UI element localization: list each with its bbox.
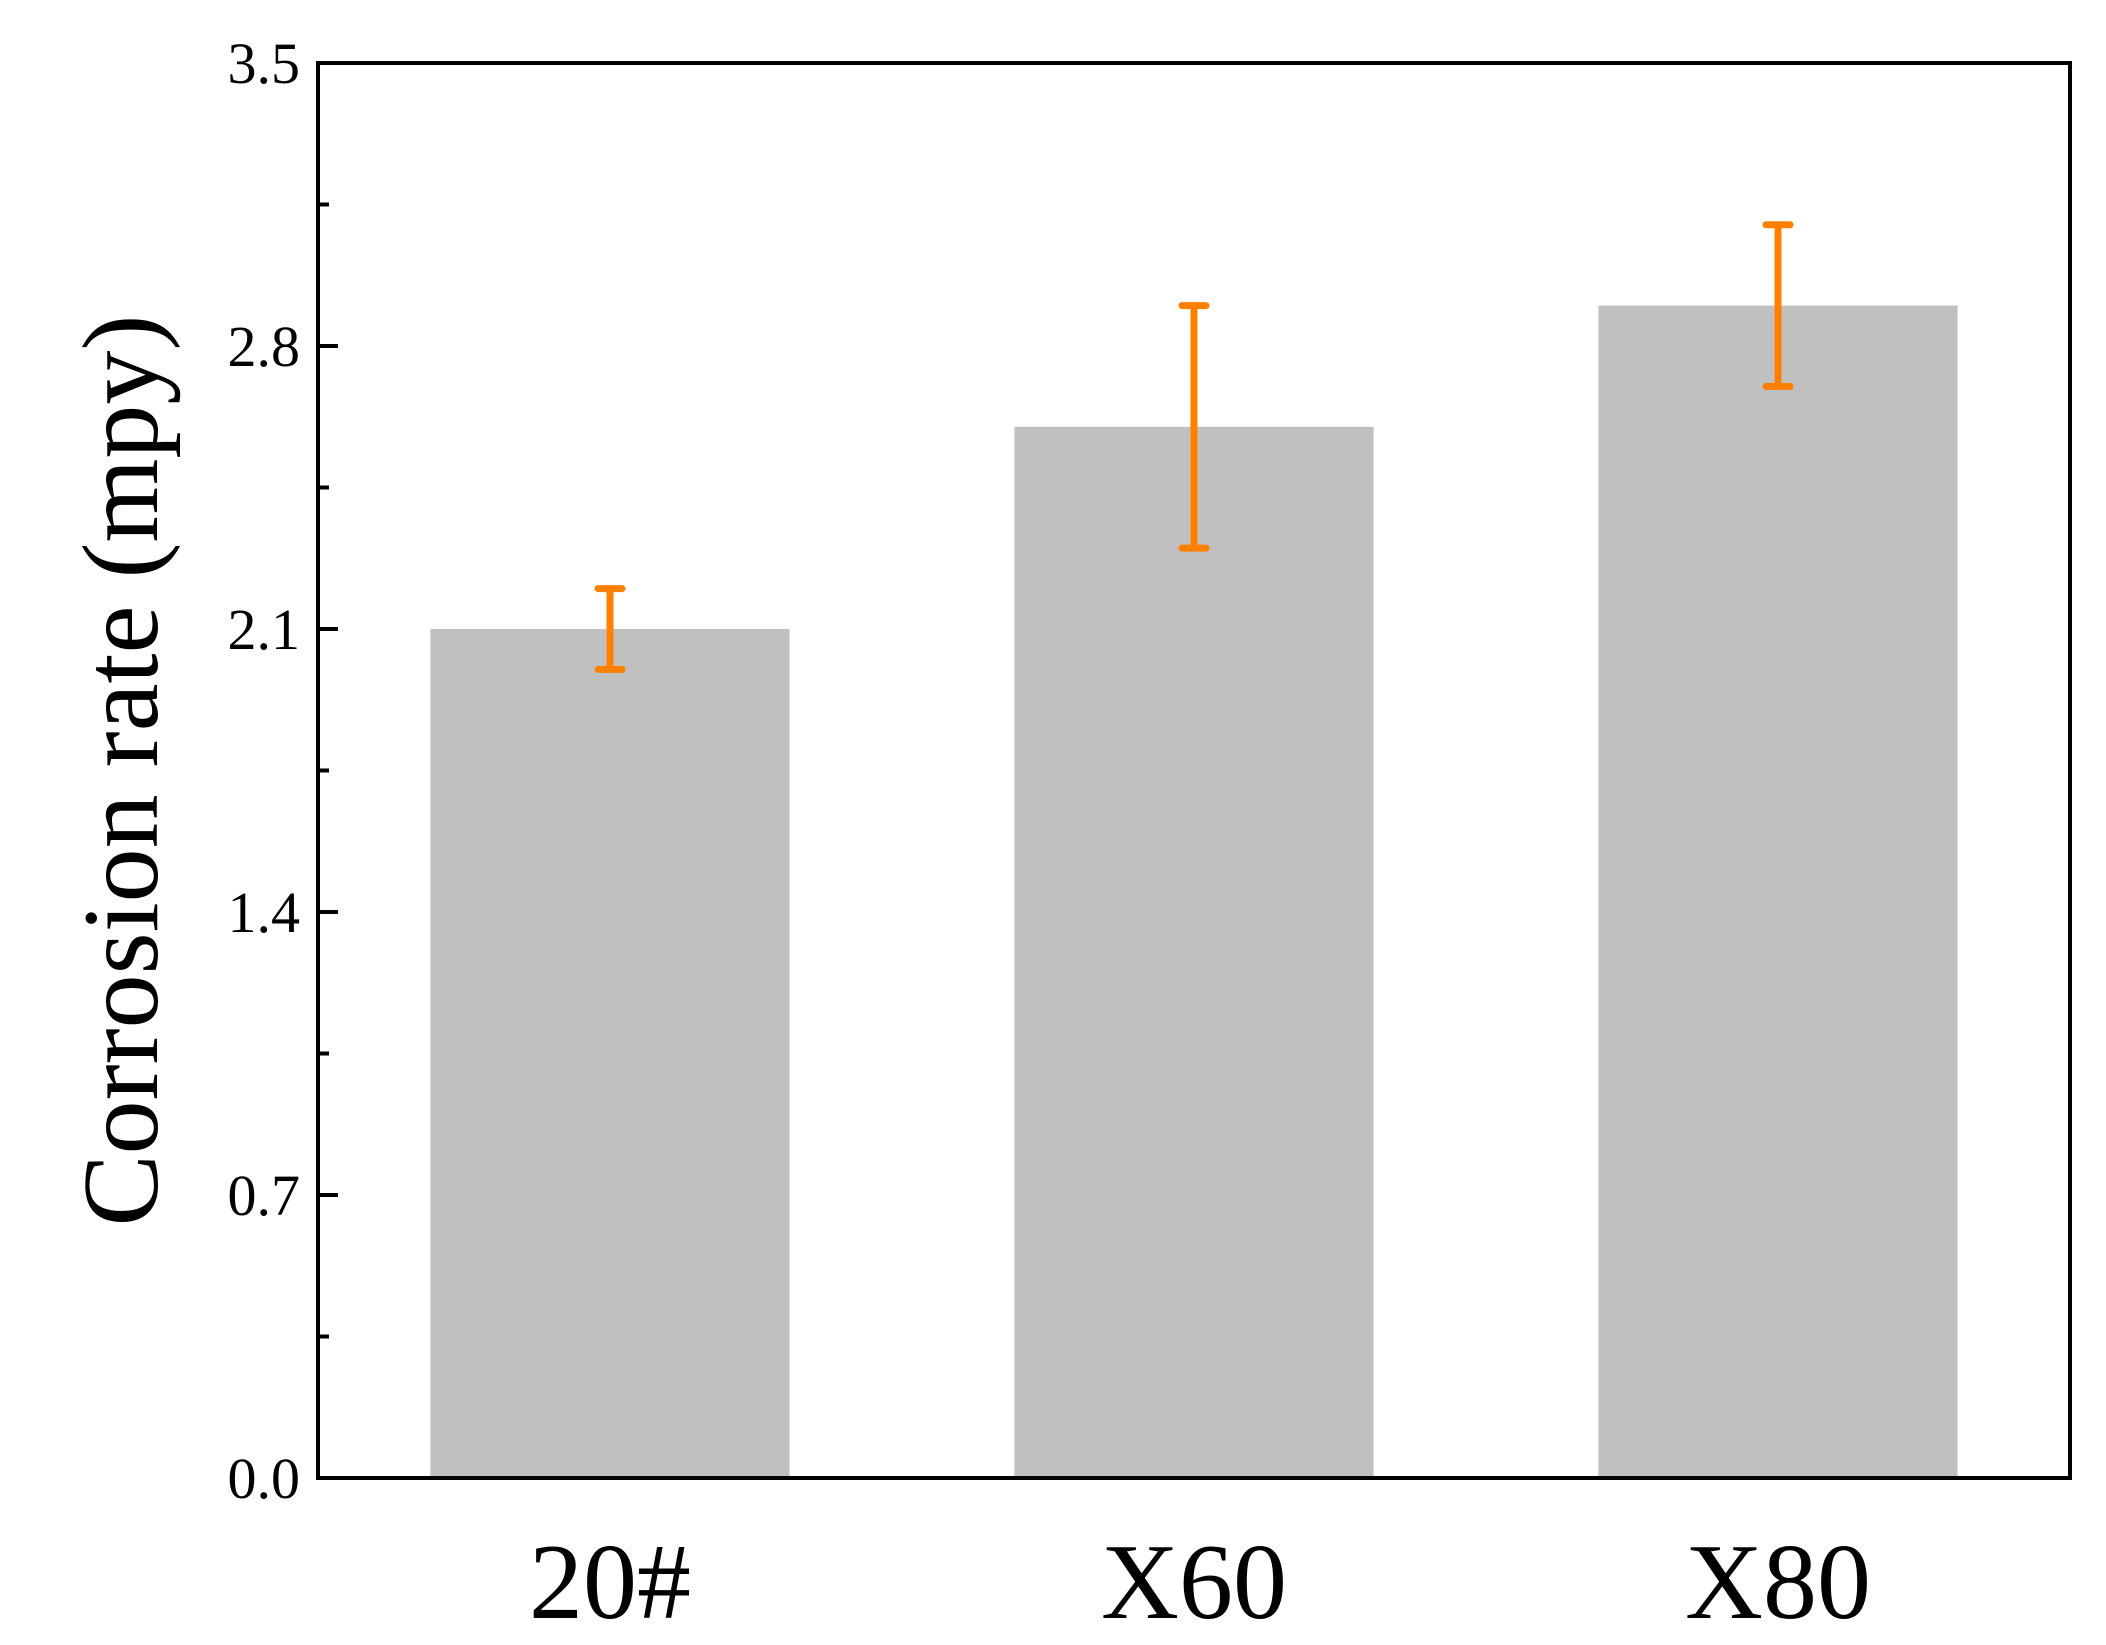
y-axis-title: Corrosion rate (mpy) <box>62 315 181 1227</box>
y-tick-label-4: 2.8 <box>228 314 301 379</box>
bar-x80 <box>1598 305 1958 1479</box>
y-tick-label-2: 1.4 <box>228 880 301 945</box>
y-tick-label-1: 0.7 <box>228 1163 301 1228</box>
x-axis-category-labels: 20# X60 X80 <box>529 1523 1871 1642</box>
bar-20 <box>430 629 790 1478</box>
error-bars-layer <box>594 221 1794 673</box>
y-tick-label-0: 0.0 <box>228 1446 301 1511</box>
bars-layer <box>430 305 1958 1479</box>
y-tick-label-3: 2.1 <box>228 597 301 662</box>
y-axis-tick-labels: 0.0 0.7 1.4 2.1 2.8 3.5 <box>228 31 301 1511</box>
x-category-label-2: X80 <box>1685 1523 1871 1642</box>
y-tick-label-5: 3.5 <box>228 31 301 96</box>
bar-x60 <box>1014 426 1374 1478</box>
x-category-label-0: 20# <box>529 1523 691 1642</box>
x-category-label-1: X60 <box>1101 1523 1287 1642</box>
y-axis-ticks <box>318 61 338 1480</box>
